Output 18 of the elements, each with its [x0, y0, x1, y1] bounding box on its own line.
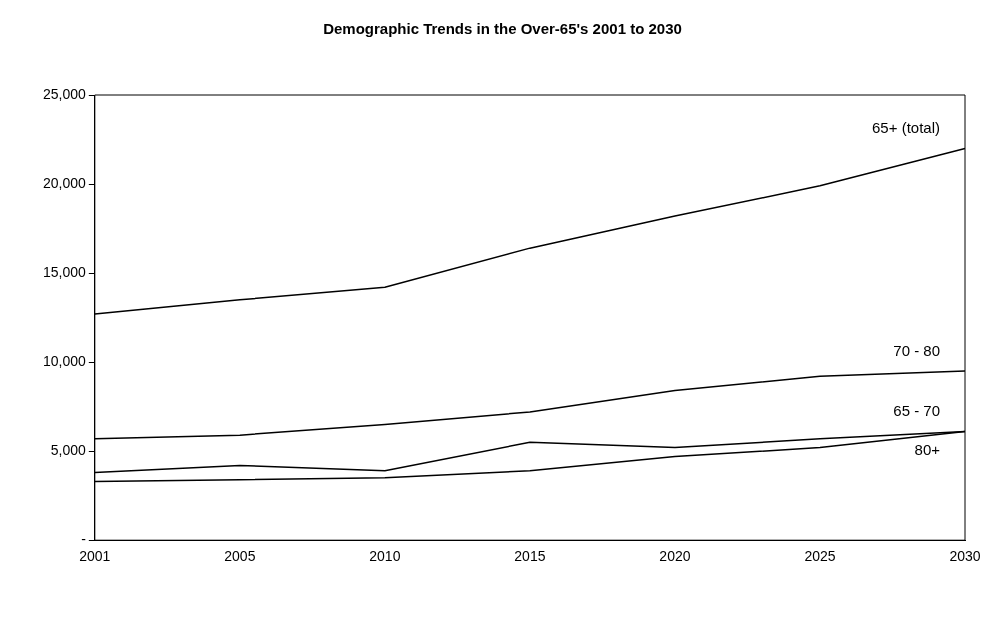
x-tick-label: 2001	[79, 548, 111, 565]
x-tick-label: 2010	[369, 548, 401, 565]
x-tick-label: 2005	[224, 548, 256, 565]
y-tick-label: 5,000	[50, 442, 87, 459]
series-label: 65+ (total)	[872, 119, 940, 137]
y-tick-label: -	[81, 531, 87, 548]
x-tick-label: 2020	[659, 548, 691, 565]
y-tick-label: 20,000	[42, 174, 87, 191]
x-tick-label: 2030	[949, 548, 981, 565]
series-label: 70 - 80	[893, 341, 940, 359]
x-tick-label: 2015	[514, 548, 546, 565]
series-label: 65 - 70	[893, 402, 940, 420]
x-tick-label: 2025	[804, 548, 836, 565]
series-label: 80+	[914, 441, 941, 459]
y-tick-label: 10,000	[42, 352, 87, 369]
y-tick-label: 25,000	[42, 85, 87, 102]
chart-title: Demographic Trends in the Over-65's 2001 to 2030	[322, 20, 683, 37]
y-tick-label: 15,000	[42, 263, 87, 280]
